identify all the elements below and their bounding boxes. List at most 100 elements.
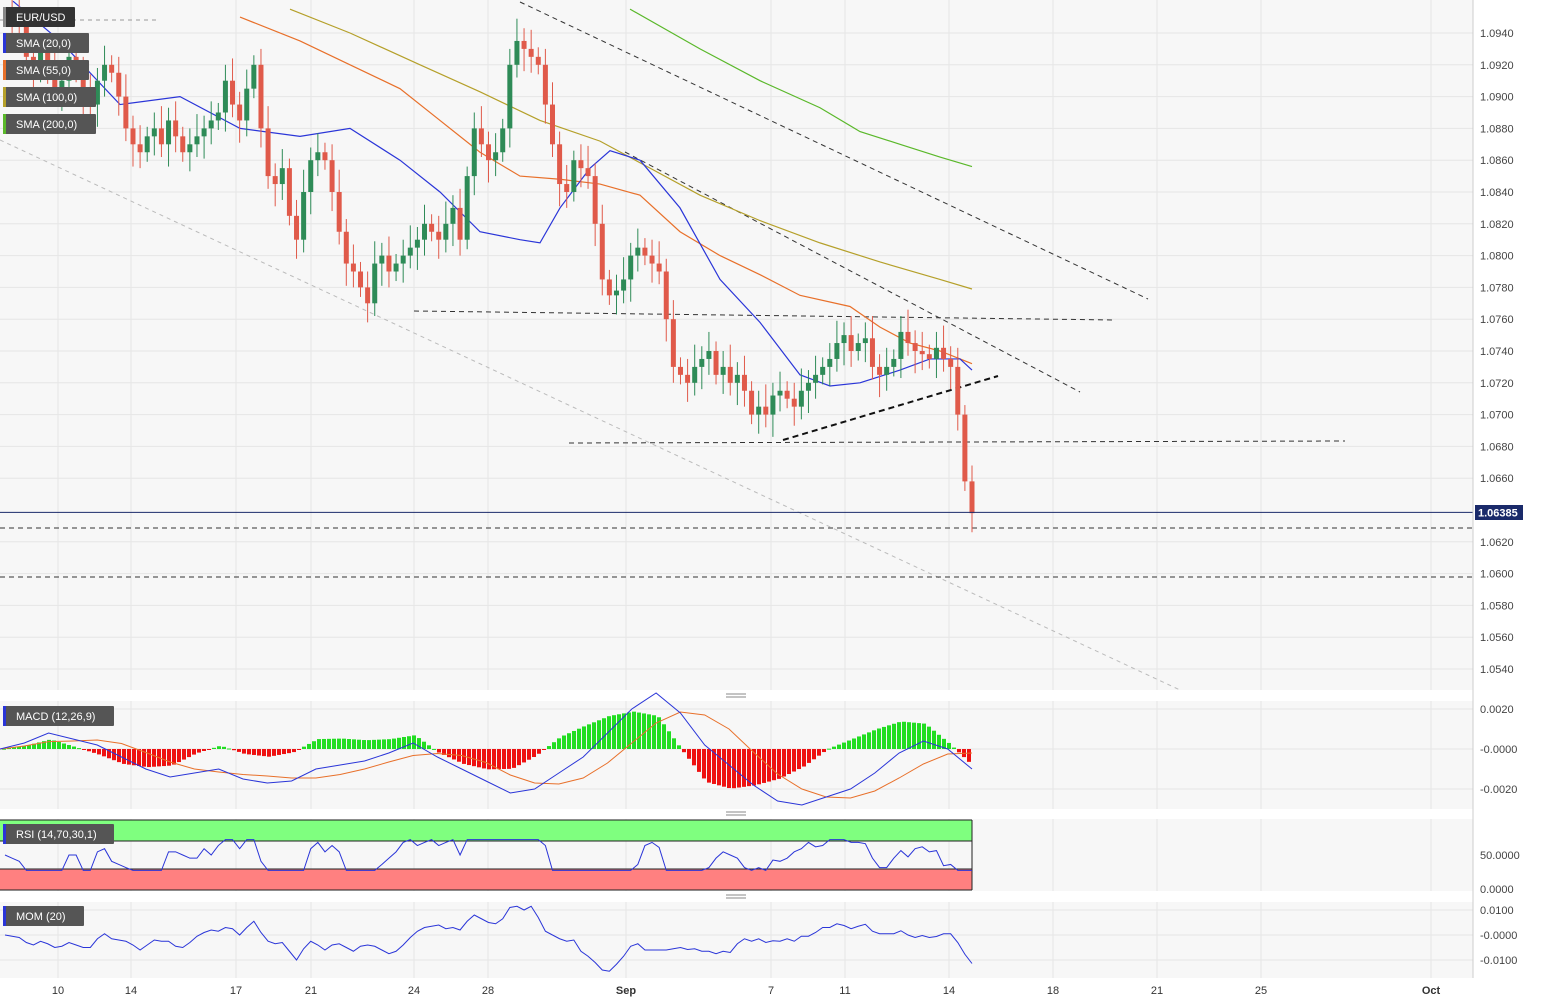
sma20-label[interactable]: SMA (20,0) (3, 33, 89, 53)
candle-body (585, 168, 591, 177)
macd-histogram-bar (657, 717, 661, 749)
macd-histogram-bar (82, 749, 86, 750)
macd-histogram-bar (297, 749, 301, 750)
macd-histogram-bar (402, 737, 406, 749)
candle-body (841, 335, 847, 344)
legend[interactable]: EUR/USD SMA (20,0) SMA (55,0) SMA (100,0… (3, 7, 114, 926)
rsi-label[interactable]: RSI (14,70,30,1) (3, 824, 114, 844)
sma200-label[interactable]: SMA (200,0) (3, 114, 96, 134)
candle-body (727, 366, 733, 383)
candle-body (109, 64, 115, 73)
price-tick-label: 1.0540 (1480, 664, 1514, 676)
macd-histogram-bar (817, 749, 821, 756)
candle-body (592, 176, 598, 224)
macd-histogram-bar (177, 749, 181, 763)
rsi-series (4, 838, 972, 872)
candle-body (962, 414, 968, 482)
macd-histogram-bar (927, 726, 931, 749)
macd-histogram-bar (717, 749, 721, 786)
macd-histogram-bar (102, 749, 106, 757)
macd-histogram-bar (87, 749, 91, 752)
candle-body (173, 120, 179, 137)
candle-body (521, 40, 527, 49)
macd-histogram-bar (567, 733, 571, 749)
macd-histogram-bar (572, 730, 576, 749)
macd-histogram-bar (737, 749, 741, 788)
macd-histogram-bar (582, 726, 586, 749)
macd-histogram-bar (742, 749, 746, 787)
macd-histogram-bar (52, 740, 56, 749)
pane-divider-handles[interactable] (0, 690, 1473, 902)
candle-body (450, 207, 456, 224)
macd-histogram-bar (322, 738, 326, 749)
macd-histogram-bar (627, 712, 631, 749)
symbol-label[interactable]: EUR/USD (3, 7, 75, 27)
macd-histogram-bar (132, 749, 136, 766)
candle-body (514, 40, 520, 65)
sma55-label[interactable]: SMA (55,0) (3, 60, 89, 80)
candle-body (549, 104, 555, 145)
candle-body (613, 290, 619, 296)
macd-histogram-bar (432, 748, 436, 750)
candle-body (969, 481, 975, 514)
macd-histogram-bar (797, 749, 801, 770)
macd-histogram-bar (702, 749, 706, 779)
candle-body (308, 160, 314, 192)
macd-histogram-bar (27, 745, 31, 749)
macd-histogram-bar (967, 749, 971, 762)
macd-histogram-bar (72, 746, 76, 749)
candle-body (720, 366, 726, 375)
macd-histogram-bar (292, 749, 296, 753)
macd-histogram-bar (902, 721, 906, 749)
macd-histogram-bar (477, 749, 481, 768)
date-tick-label: 28 (482, 985, 494, 997)
candle-body (834, 343, 840, 359)
price-tick-label: 1.0860 (1480, 155, 1514, 167)
momentum-series (4, 905, 973, 972)
sma100-label[interactable]: SMA (100,0) (3, 87, 96, 107)
candle-body (557, 144, 563, 185)
macd-histogram-bar (247, 749, 251, 755)
candle-body (571, 160, 577, 192)
macd-histogram-bar (12, 747, 16, 749)
candle-body (763, 406, 769, 415)
macd-histogram-bar (307, 743, 311, 749)
macd-histogram-bar (442, 749, 446, 755)
momentum-line (4, 905, 973, 972)
candle-body (166, 120, 172, 145)
price-tick-label: 1.0620 (1480, 537, 1514, 549)
candle-body (749, 390, 755, 415)
macd-histogram-bar (887, 725, 891, 749)
macd-histogram-bar (777, 749, 781, 779)
macd-histogram-bar (912, 722, 916, 749)
macd-histogram-bar (312, 741, 316, 749)
candle-body (222, 80, 228, 113)
macd-histogram-bar (782, 749, 786, 777)
candle-body (158, 128, 164, 145)
macd-histogram-bar (2, 748, 6, 750)
candle-body (933, 347, 939, 359)
mom-label[interactable]: MOM (20) (3, 906, 84, 926)
candle-body (535, 56, 541, 65)
candle-body (578, 160, 584, 169)
candle-body (713, 351, 719, 375)
candle-body (528, 48, 534, 57)
date-tick-label: 21 (1151, 985, 1163, 997)
candle-body (919, 351, 925, 355)
candle-body (400, 255, 406, 264)
macd-histogram-bar (557, 738, 561, 749)
macd-histogram-bar (592, 722, 596, 749)
mom-tick-label: -0.0000 (1480, 930, 1517, 942)
candle-body (194, 136, 200, 145)
macd-histogram-bar (362, 740, 366, 749)
date-tick-label: 11 (839, 985, 850, 997)
macd-histogram-bar (62, 743, 66, 749)
macd-label[interactable]: MACD (12,26,9) (3, 706, 114, 726)
macd-histogram-bar (232, 749, 236, 751)
macd-histogram-bar (197, 749, 201, 753)
macd-histogram-bar (137, 749, 141, 766)
price-pane (0, 0, 1473, 690)
candle-body (677, 366, 683, 375)
macd-histogram-bar (387, 739, 391, 749)
macd-histogram-bar (472, 749, 476, 767)
